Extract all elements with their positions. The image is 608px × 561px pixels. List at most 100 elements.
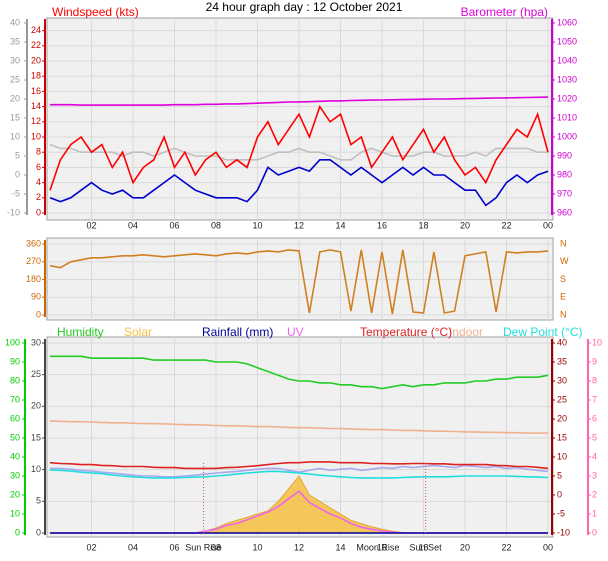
y-tick-label: 4: [36, 177, 41, 187]
x-tick-label: 10: [252, 220, 262, 230]
x-tick-label: 20: [460, 542, 470, 552]
annotation: Sun Set: [410, 542, 443, 552]
series-line: [49, 420, 548, 434]
y-tick-label: 10: [31, 131, 41, 141]
x-tick-label: 22: [501, 542, 511, 552]
y-tick-label: 10: [10, 508, 20, 518]
y-tick-label: 980: [557, 169, 572, 179]
x-tick-label: 14: [335, 220, 345, 230]
y-tick-label: 10: [31, 464, 41, 474]
x-tick-label: 12: [294, 542, 304, 552]
series-line: [49, 469, 549, 479]
compass-label: E: [560, 292, 566, 302]
y-tick-label: 35: [557, 356, 567, 366]
legend-label: Rainfall (mm): [202, 325, 273, 339]
y-tick-label: 6: [592, 413, 597, 423]
legend-label: Dew Point (°C): [503, 325, 582, 339]
y-tick-label: 30: [10, 55, 20, 65]
series-line: [50, 355, 549, 390]
x-tick-label: 10: [252, 542, 262, 552]
y-tick-label: 20: [31, 55, 41, 65]
y-tick-label: 22: [31, 40, 41, 50]
y-tick-label: 0: [557, 489, 562, 499]
y-tick-label: 5: [36, 496, 41, 506]
y-tick-label: 5: [15, 150, 20, 160]
x-tick-label: 06: [169, 220, 179, 230]
x-tick-label: 04: [128, 220, 138, 230]
x-tick-label: 00: [543, 542, 553, 552]
y-tick-label: 15: [10, 112, 20, 122]
y-tick-label: 1020: [557, 93, 577, 103]
y-tick-label: 0: [36, 527, 41, 537]
y-tick-label: 5: [592, 432, 597, 442]
y-tick-label: 0: [36, 309, 41, 319]
y-tick-label: 5: [557, 470, 562, 480]
x-tick-label: 16: [377, 220, 387, 230]
y-tick-label: 20: [10, 489, 20, 499]
y-tick-label: 100: [5, 337, 20, 347]
y-tick-label: 12: [31, 116, 41, 126]
y-tick-label: 20: [10, 93, 20, 103]
y-tick-label: 10: [592, 337, 602, 347]
annotation: Sun Rise: [185, 542, 222, 552]
x-tick-label: 00: [543, 220, 553, 230]
plot-area: [46, 17, 554, 221]
legend-label: Humidity: [57, 325, 104, 339]
y-tick-label: 80: [10, 375, 20, 385]
y-tick-label: 7: [592, 394, 597, 404]
series-line: [50, 96, 549, 106]
y-tick-label: 35: [10, 36, 20, 46]
y-tick-label: 40: [10, 17, 20, 27]
y-tick-label: 25: [557, 394, 567, 404]
y-tick-label: 9: [592, 356, 597, 366]
y-tick-label: 0: [15, 169, 20, 179]
x-tick-label: 22: [501, 220, 511, 230]
y-tick-label: 90: [31, 292, 41, 302]
y-tick-label: 1040: [557, 55, 577, 65]
legend-label: Windspeed (kts): [52, 5, 139, 19]
y-tick-label: 8: [592, 375, 597, 385]
y-tick-label: 20: [31, 401, 41, 411]
x-tick-label: 16: [377, 542, 387, 552]
compass-label: N: [560, 238, 567, 248]
y-tick-label: 10: [10, 131, 20, 141]
y-tick-label: 90: [10, 356, 20, 366]
legend-label: UV: [287, 325, 304, 339]
compass-label: N: [560, 309, 567, 319]
x-tick-label: 18: [418, 220, 428, 230]
y-tick-label: 360: [26, 238, 41, 248]
y-tick-label: 1010: [557, 112, 577, 122]
y-tick-label: 4: [592, 451, 597, 461]
x-tick-label: 04: [128, 542, 138, 552]
y-tick-label: 0: [36, 207, 41, 217]
y-tick-label: -10: [7, 207, 20, 217]
x-tick-label: 02: [86, 220, 96, 230]
x-tick-label: 02: [86, 542, 96, 552]
y-tick-label: 30: [10, 470, 20, 480]
series-line: [49, 159, 549, 207]
y-tick-label: 25: [31, 369, 41, 379]
compass-label: W: [560, 256, 569, 266]
annotation: Moon Rise: [356, 542, 399, 552]
y-tick-label: -5: [12, 188, 20, 198]
y-tick-label: -5: [557, 508, 565, 518]
y-tick-label: 1050: [557, 36, 577, 46]
y-tick-label: 15: [557, 432, 567, 442]
y-tick-label: 1000: [557, 131, 577, 141]
y-tick-label: 30: [557, 375, 567, 385]
y-tick-label: 50: [10, 432, 20, 442]
y-tick-label: 0: [15, 527, 20, 537]
x-tick-label: 06: [169, 542, 179, 552]
y-tick-label: 40: [10, 451, 20, 461]
x-tick-label: 08: [211, 542, 221, 552]
y-tick-label: 8: [36, 147, 41, 157]
y-tick-label: 10: [557, 451, 567, 461]
x-tick-label: 14: [335, 542, 345, 552]
y-tick-label: 18: [31, 71, 41, 81]
y-tick-label: 15: [31, 432, 41, 442]
y-tick-label: 1030: [557, 74, 577, 84]
legend-label: Indoor: [449, 325, 483, 339]
x-tick-label: 08: [211, 220, 221, 230]
x-tick-label: 18: [418, 542, 428, 552]
